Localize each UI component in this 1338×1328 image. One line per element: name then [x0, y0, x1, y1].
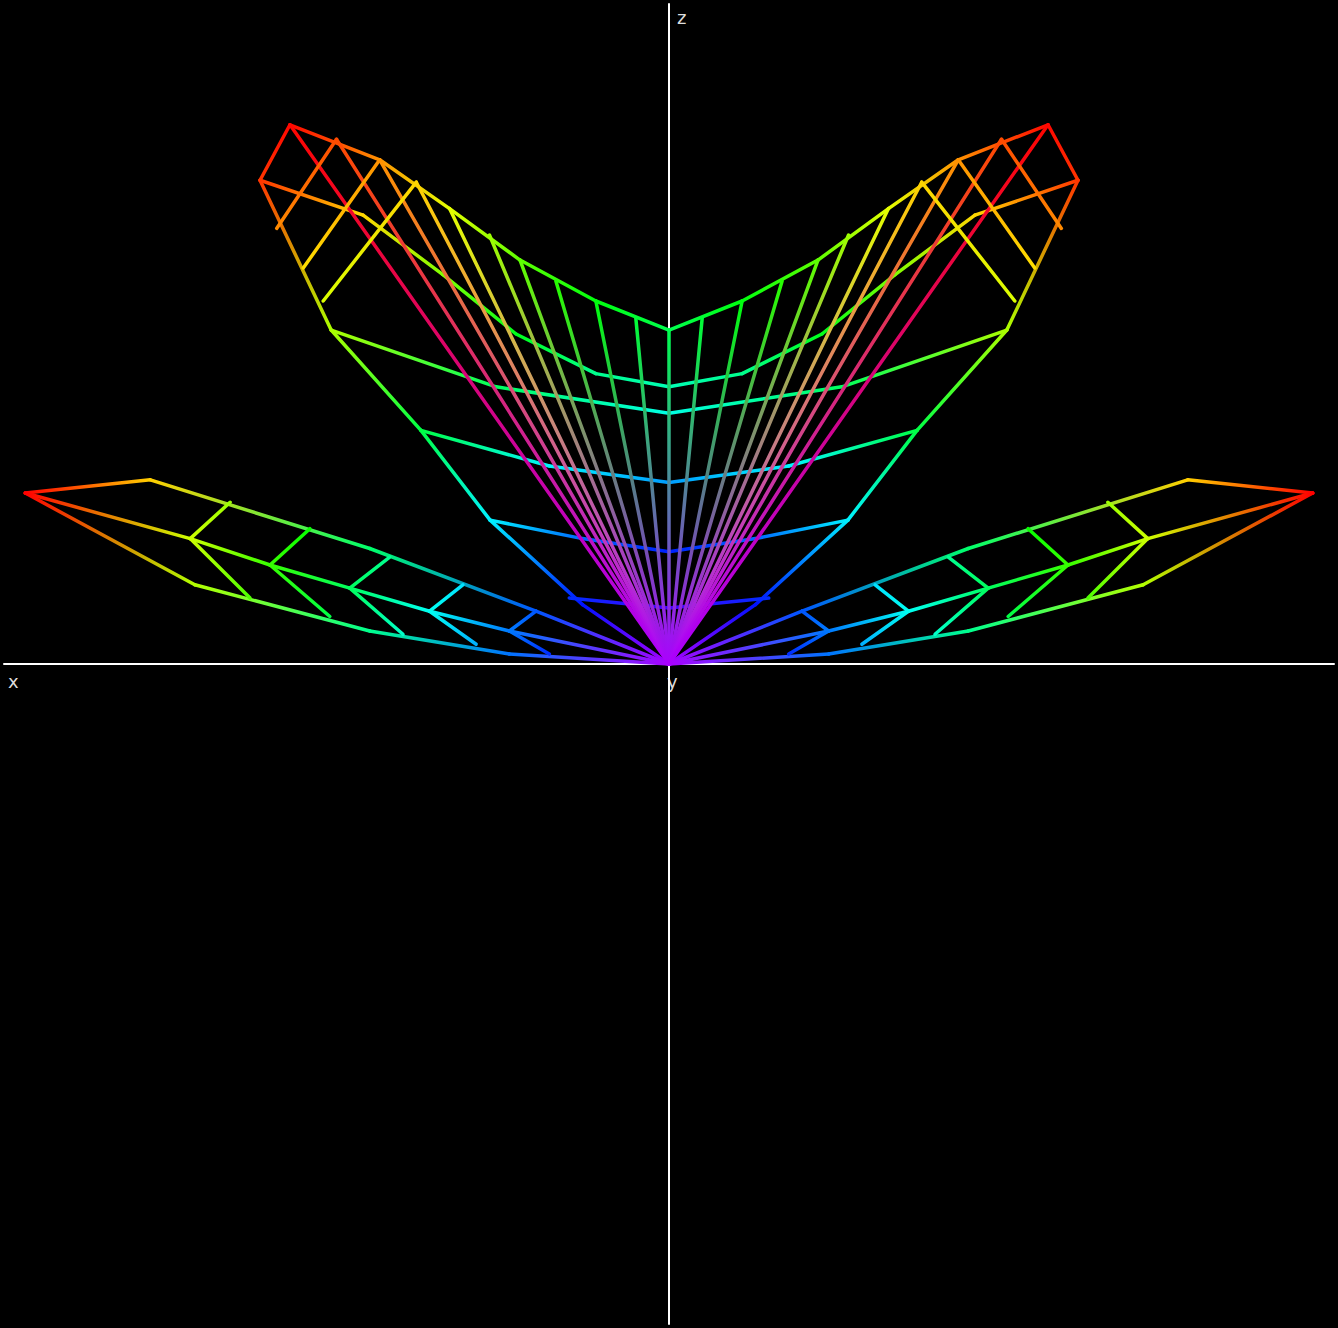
svg-text:y: y	[667, 670, 678, 692]
svg-text:x: x	[8, 671, 19, 692]
svg-text:z: z	[677, 7, 686, 28]
